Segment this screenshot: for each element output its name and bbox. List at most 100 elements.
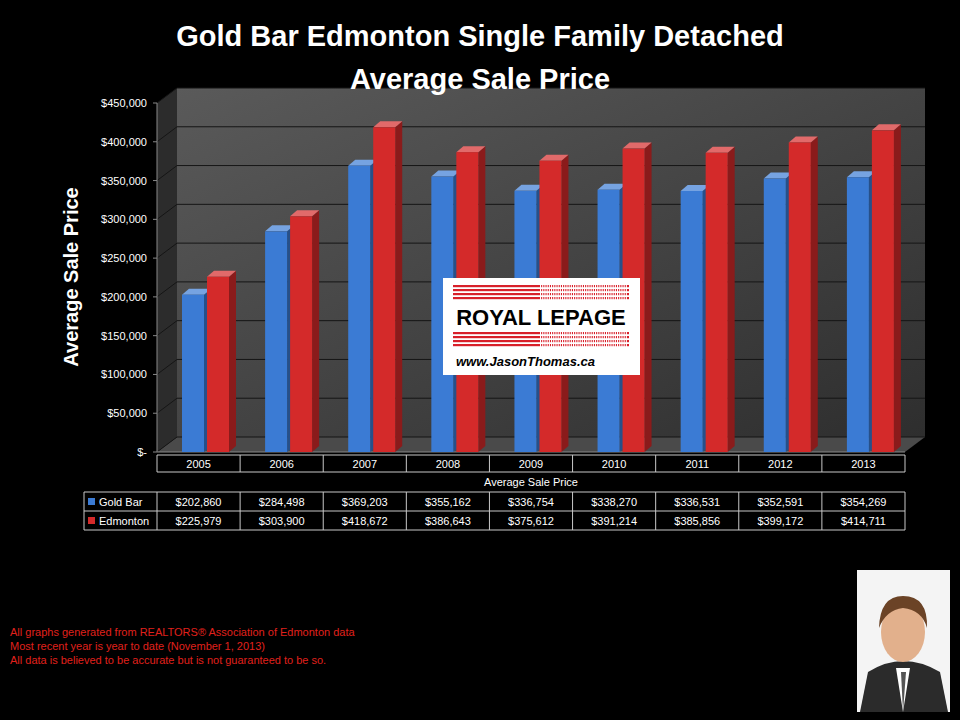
logo-cut [608,331,609,347]
logo-cut [544,331,545,347]
bar-top [290,210,319,216]
bar [373,121,402,452]
legend-key [88,498,95,505]
logo-cut [580,331,581,347]
bar-side [312,210,319,452]
footnote: Most recent year is year to date (Novemb… [10,640,265,652]
portrait-hair [879,596,927,628]
logo-cut [575,284,576,300]
table-line [572,455,573,472]
logo-cut [595,331,596,347]
logo-cut [544,284,545,300]
table-value: $336,531 [674,496,720,508]
logo-cut [617,284,618,300]
portrait-tie [901,672,906,712]
bar [789,136,818,452]
bar-top [514,185,543,191]
logo-cut [593,331,594,347]
bar-top [598,184,627,190]
logo-cut [577,284,578,300]
tick-mark [153,452,157,453]
table-value: $303,900 [259,515,305,527]
table-line [821,455,822,472]
logo-cut [540,284,541,300]
logo-cut [564,331,565,347]
x-tick-label: 2005 [186,458,210,470]
table-value: $338,270 [591,496,637,508]
logo-cut [591,331,592,347]
logo-cut [608,284,609,300]
logo-cut [573,331,574,347]
logo-cut [575,331,576,347]
chart: $-$50,000$100,000$150,000$200,000$250,00… [0,0,960,720]
x-tick-label: 2008 [436,458,460,470]
logo-cut [621,284,622,300]
logo-cut [586,331,587,347]
data-table: 200520062007200820092010201120122013Aver… [84,455,905,530]
bar-top [681,185,710,191]
bar-front [373,127,395,452]
logo-cut [562,331,563,347]
bar-front [182,295,204,452]
logo-cut [588,331,589,347]
bar-top [431,171,460,177]
table-line [323,455,324,472]
portrait [857,570,950,712]
logo-cut [597,284,598,300]
logo-cut [606,331,607,347]
bar-front [847,177,869,452]
table-value: $355,162 [425,496,471,508]
portrait-shirt [896,668,910,712]
table-line [157,455,158,472]
table-line [489,455,490,472]
logo-cut [549,331,550,347]
logo-cut [555,331,556,347]
bar-top [623,143,652,149]
logo-cut [571,331,572,347]
bar-side [894,124,901,452]
subtitle: Average Sale Price [350,63,610,95]
table-value: $375,612 [508,515,554,527]
logo-cut [591,284,592,300]
logo-cut [551,284,552,300]
table-line [738,455,739,472]
logo-cut [549,284,550,300]
tick-mark [153,141,157,142]
logo-cut [580,284,581,300]
bar [182,289,211,452]
x-tick-label: 2009 [519,458,543,470]
portrait-suit [860,661,948,712]
x-axis-label: Average Sale Price [484,476,578,488]
logo-cut [610,284,611,300]
bar [207,271,236,452]
bar-side [728,147,735,452]
logo-cut [586,284,587,300]
logo-cut [624,284,625,300]
bar-top [872,124,901,130]
logo-cut [588,284,589,300]
logo-cut [584,331,585,347]
table-value: $386,643 [425,515,471,527]
logo-cut [621,331,622,347]
bar-side [229,271,236,452]
table-value: $354,269 [840,496,886,508]
bar-top [207,271,236,277]
bar-front [681,191,703,452]
table-line [157,472,905,473]
y-tick-label: $- [137,446,147,458]
bar-top [456,146,485,152]
bar-front [207,277,229,452]
x-tick-label: 2010 [602,458,626,470]
logo-cut [619,284,620,300]
logo-cut [573,284,574,300]
tick-mark [153,258,157,259]
x-tick-label: 2011 [685,458,709,470]
logo-cut [553,331,554,347]
logo-cut [547,284,548,300]
y-tick-label: $350,000 [101,175,147,187]
y-tick-label: $150,000 [101,330,147,342]
bar [872,124,901,452]
bar-top [348,160,377,166]
bar-front [706,153,728,452]
logo-cut [540,331,541,347]
